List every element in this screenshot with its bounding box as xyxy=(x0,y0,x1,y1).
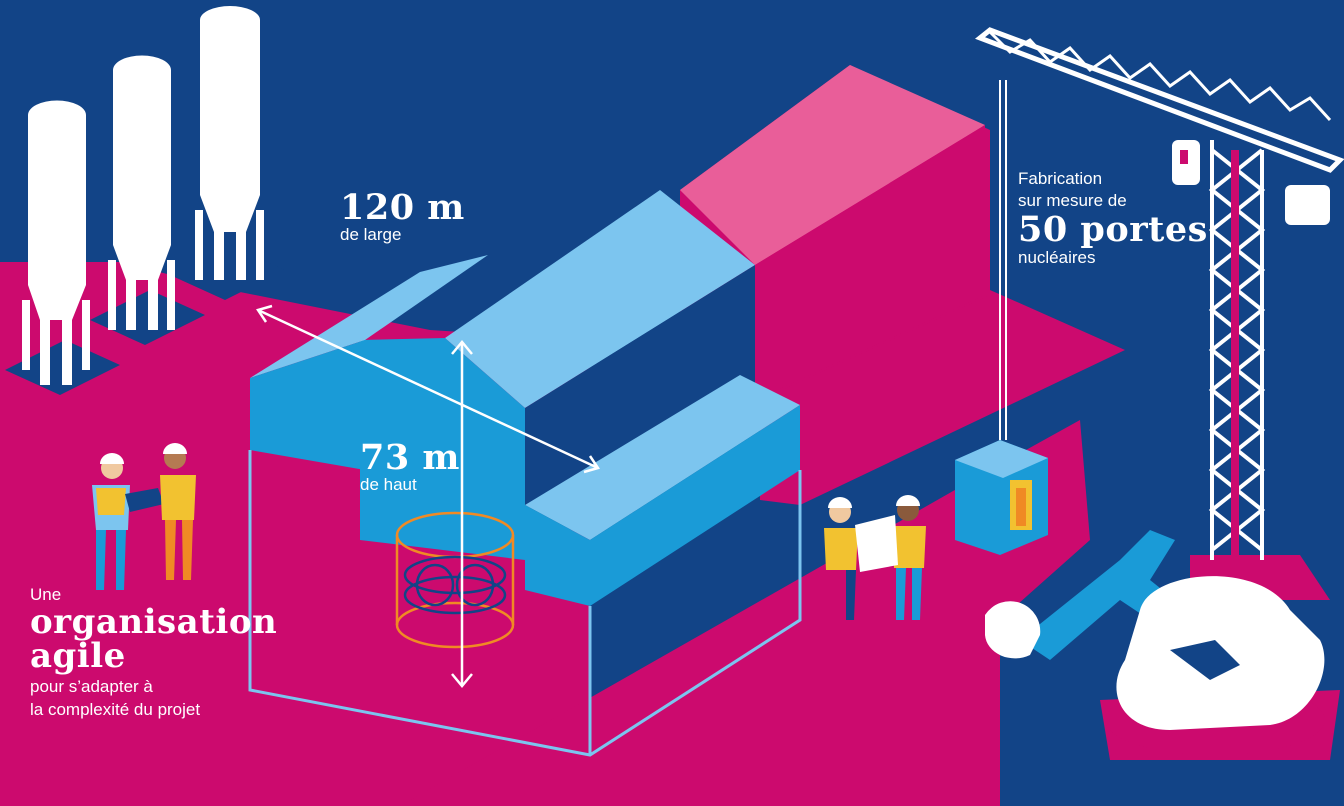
height-arrow xyxy=(451,340,473,688)
reactor-core xyxy=(395,511,515,649)
doors-line1: Fabrication xyxy=(1018,169,1103,188)
worker-standing xyxy=(160,443,196,580)
agile-stat: Une organisation agile pour s’adapter à … xyxy=(30,585,277,720)
worker-plan-1 xyxy=(824,497,858,620)
silo-2 xyxy=(108,55,175,330)
agile-caption2: la complexité du projet xyxy=(30,700,201,720)
agile-intro: Une xyxy=(30,585,62,604)
worker-tablet xyxy=(92,453,164,590)
tower-crane xyxy=(955,27,1344,560)
silos xyxy=(22,6,264,385)
worker-plan-2 xyxy=(892,495,926,620)
width-arrow xyxy=(256,304,600,474)
agile-line2: agile xyxy=(30,635,126,676)
excavator xyxy=(985,530,1325,755)
height-caption: de haut xyxy=(360,475,417,494)
silo-3 xyxy=(195,6,264,280)
doors-stat: Fabrication sur mesure de 50 portes nucl… xyxy=(1018,168,1208,269)
reactor-building xyxy=(248,65,990,757)
width-caption: de large xyxy=(340,225,402,244)
doors-caption: nucléaires xyxy=(1018,248,1096,268)
silo-1 xyxy=(22,100,90,385)
width-stat: 120 m de large xyxy=(340,190,465,245)
agile-line1: organisation xyxy=(30,601,278,642)
workers-left xyxy=(92,443,196,590)
height-value: 73 m xyxy=(360,437,460,478)
workers-right xyxy=(824,495,926,620)
doors-value: 50 portes xyxy=(1018,209,1208,251)
agile-caption1: pour s’adapter à xyxy=(30,676,153,696)
height-stat: 73 m de haut xyxy=(360,440,460,495)
doors-line2: sur mesure de xyxy=(1018,191,1127,211)
width-value: 120 m xyxy=(340,187,465,228)
